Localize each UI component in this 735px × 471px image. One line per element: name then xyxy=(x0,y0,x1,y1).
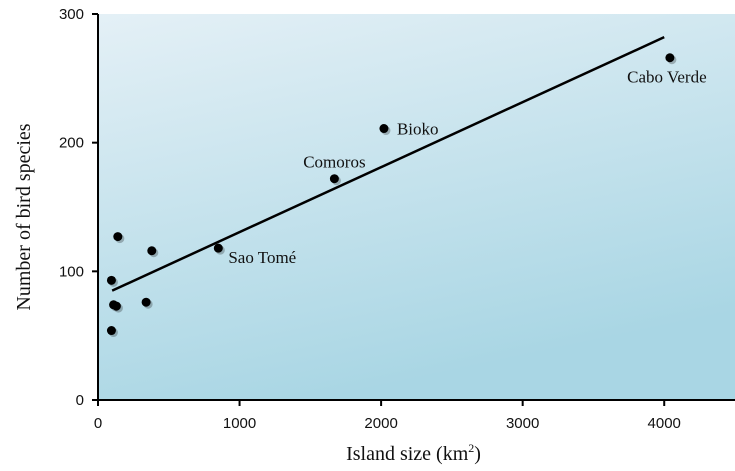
data-point xyxy=(111,301,121,311)
data-point-label: Bioko xyxy=(397,120,439,139)
data-point xyxy=(213,243,223,253)
x-tick-label: 0 xyxy=(94,415,102,432)
x-tick-label: 1000 xyxy=(223,415,256,432)
x-tick-label: 4000 xyxy=(648,415,681,432)
trendline xyxy=(111,36,665,292)
plot-background xyxy=(98,14,735,400)
y-tick-label: 100 xyxy=(59,263,84,280)
y-tick-label: 300 xyxy=(59,6,84,23)
data-point xyxy=(106,275,116,285)
y-tick-label: 200 xyxy=(59,135,84,152)
data-point xyxy=(329,174,339,184)
data-point xyxy=(113,232,123,242)
y-axis-title: Number of bird species xyxy=(13,123,35,310)
x-tick-label: 3000 xyxy=(506,415,539,432)
x-tick-label: 2000 xyxy=(364,415,397,432)
data-point xyxy=(379,124,389,134)
y-tick-label: 0 xyxy=(76,392,84,409)
data-point xyxy=(106,326,116,336)
data-point xyxy=(147,246,157,256)
data-point-label: Comoros xyxy=(303,153,365,172)
data-point-label: Cabo Verde xyxy=(627,68,706,87)
data-point-label: Sao Tomé xyxy=(228,248,296,267)
data-point xyxy=(141,297,151,307)
x-axis-title: Island size (km2) xyxy=(346,441,481,465)
data-point xyxy=(665,53,675,63)
